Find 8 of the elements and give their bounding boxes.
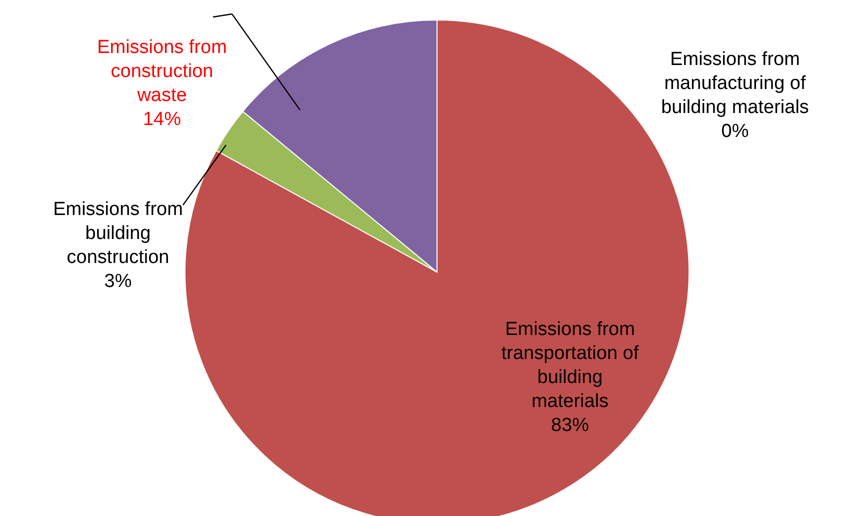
data-label: 3% [104,271,132,292]
slice-label: Emissions from construction waste [97,37,227,106]
data-label: 14% [142,109,182,130]
slice-label: Emissions from building construction [53,199,183,268]
slice-label: Emissions from transportation of building materials [501,319,640,412]
data-label: 83% [550,415,590,436]
text: 0% [721,121,749,142]
category-label: Emissions from manufacturing of building materials [661,49,809,118]
